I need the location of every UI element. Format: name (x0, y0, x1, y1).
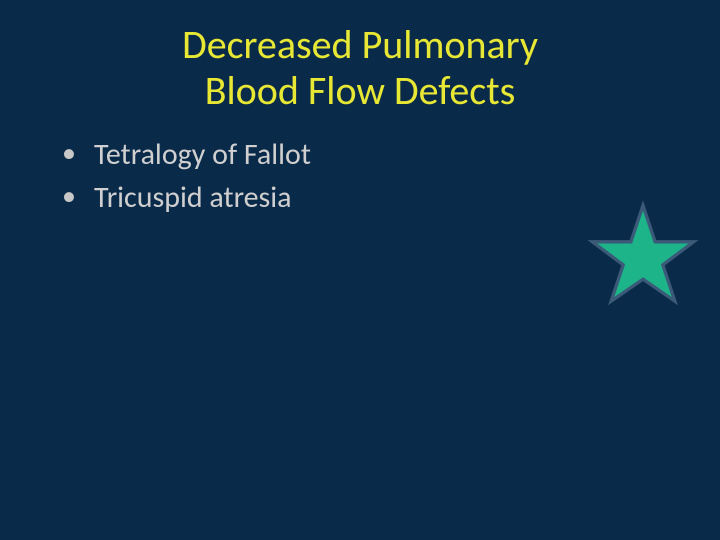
list-item: • Tetralogy of Fallot (62, 136, 720, 173)
star-icon (588, 200, 698, 310)
star-shape (592, 206, 693, 302)
title-line-2: Blood Flow Defects (205, 66, 516, 115)
bullet-text: Tetralogy of Fallot (94, 136, 311, 173)
bullet-marker: • (62, 182, 76, 210)
bullet-marker: • (62, 139, 76, 167)
slide-title: Decreased Pulmonary Blood Flow Defects (0, 0, 720, 130)
title-line-1: Decreased Pulmonary (182, 20, 538, 69)
bullet-text: Tricuspid atresia (94, 179, 292, 216)
